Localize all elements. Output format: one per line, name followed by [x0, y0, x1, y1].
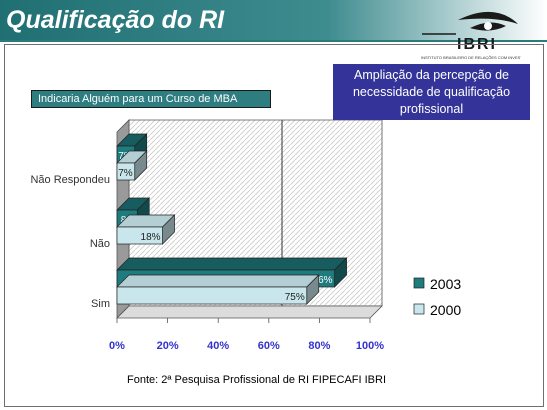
- content-frame: [4, 44, 544, 407]
- data-label: 86%: [313, 275, 333, 286]
- x-tick-label: 20%: [157, 340, 179, 352]
- source-note: Fonte: 2ª Pesquisa Profissional de RI FI…: [127, 374, 387, 386]
- category-label: Não Respondeu: [30, 174, 110, 186]
- bar-top-face: [116, 274, 320, 288]
- legend-label-2000: 2000: [430, 302, 461, 318]
- category-label: Não: [90, 238, 110, 250]
- ibri-eye-logo-icon: [422, 11, 518, 35]
- data-label: 18%: [141, 232, 161, 243]
- category-label: Sim: [91, 298, 110, 310]
- data-label: 7%: [118, 168, 133, 179]
- bar-2000-0: [116, 162, 136, 181]
- x-tick-label: 100%: [356, 340, 384, 352]
- plot-floor: [116, 305, 383, 319]
- logo-tagline: INSTITUTO BRASILEIRO DE RELAÇÕES COM INV…: [421, 55, 521, 60]
- bar-top-face: [116, 257, 348, 271]
- callout-box: Ampliação da percepção de necessidade de…: [333, 64, 530, 120]
- x-tick-label: 60%: [258, 340, 280, 352]
- title-divider: [0, 40, 547, 42]
- legend-label-2003: 2003: [430, 276, 461, 292]
- data-label: 75%: [285, 292, 305, 303]
- chart-question: Indicaria Alguém para um Curso de MBA: [31, 90, 271, 108]
- legend-swatch-2003: [413, 277, 425, 289]
- x-tick-label: 80%: [308, 340, 330, 352]
- x-tick-label: 0%: [109, 340, 125, 352]
- bar-2000-2: [116, 286, 308, 305]
- bar-2000-1: [116, 226, 163, 245]
- page-title: Qualificação do RI: [6, 6, 225, 34]
- x-tick-label: 40%: [207, 340, 229, 352]
- legend-swatch-2000: [413, 303, 425, 315]
